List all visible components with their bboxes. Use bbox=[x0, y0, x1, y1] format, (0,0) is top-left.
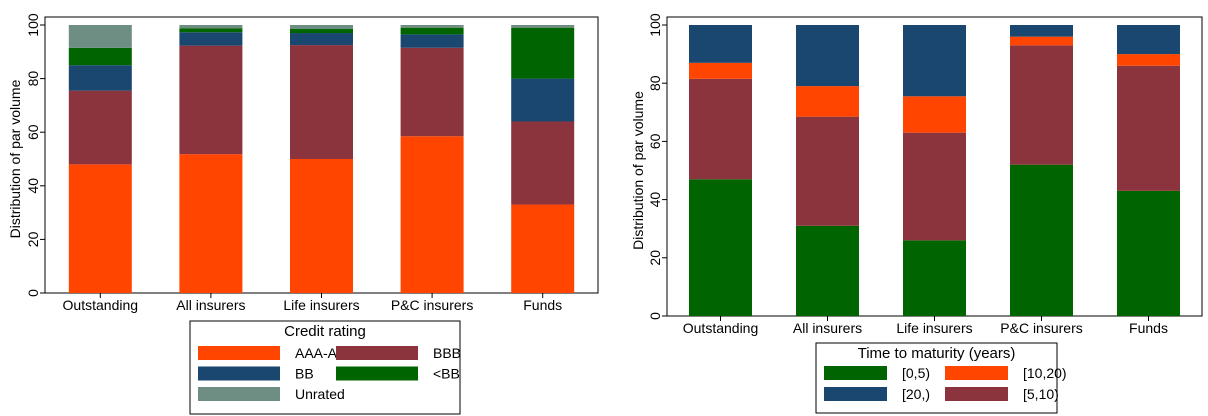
x-tick-label: Outstanding bbox=[63, 297, 139, 313]
bar-segment bbox=[179, 45, 243, 155]
legend: Time to maturity (years) [0,5) [10,20) [20,… bbox=[815, 342, 1067, 414]
bar-segment bbox=[290, 25, 353, 30]
bar-segment bbox=[689, 179, 752, 316]
y-axis-label: Distribution of par volume bbox=[7, 79, 23, 238]
bar-segment bbox=[796, 86, 859, 117]
legend-swatch bbox=[945, 387, 1008, 401]
bar-segment bbox=[1010, 164, 1073, 316]
bar-segment bbox=[903, 96, 966, 133]
legend-title: Time to maturity (years) bbox=[858, 345, 1016, 362]
legend-label: [0,5) bbox=[902, 365, 930, 381]
bar-segment bbox=[290, 159, 353, 293]
bar-segment bbox=[511, 121, 575, 205]
y-tick-label: 20 bbox=[25, 231, 41, 247]
bar-segment bbox=[68, 164, 132, 293]
bar-segment bbox=[400, 34, 464, 48]
bar-segment bbox=[511, 27, 575, 79]
y-tick-label: 0 bbox=[647, 312, 663, 320]
bar-segment bbox=[796, 225, 859, 316]
y-tick-label: 20 bbox=[647, 250, 663, 266]
legend-swatch bbox=[824, 387, 887, 401]
bar-segment bbox=[903, 240, 966, 316]
bar-segment bbox=[511, 204, 575, 293]
legend-title: Credit rating bbox=[284, 323, 366, 340]
bar-segment bbox=[1117, 65, 1180, 191]
y-tick-label: 100 bbox=[647, 13, 663, 37]
bar-segment bbox=[400, 27, 464, 35]
bar-segment bbox=[796, 25, 859, 87]
bar-segment bbox=[400, 136, 464, 293]
bar-segment bbox=[179, 32, 243, 46]
legend-label: AAA-A bbox=[295, 345, 338, 361]
bar-segment bbox=[400, 25, 464, 28]
bar-segment bbox=[1117, 190, 1180, 316]
legend-swatch bbox=[336, 366, 418, 381]
legend-label: BB bbox=[295, 366, 314, 382]
bar-segment bbox=[179, 154, 243, 293]
y-axis-label: Distribution of par volume bbox=[630, 91, 646, 250]
bar-segment bbox=[1010, 25, 1073, 37]
bar-segment bbox=[290, 45, 353, 159]
y-tick-label: 40 bbox=[25, 178, 41, 194]
chart-2: Outstanding All insurers Life insurers P&C … bbox=[630, 13, 1203, 414]
bar-segment bbox=[68, 25, 132, 48]
bar-segment bbox=[179, 28, 243, 33]
bar-segment bbox=[1010, 45, 1073, 165]
bar-segment bbox=[68, 65, 132, 91]
legend-label: [5,10) bbox=[1023, 386, 1059, 402]
y-tick-label: 60 bbox=[25, 124, 41, 140]
y-tick-label: 80 bbox=[647, 75, 663, 91]
x-tick-label: P&C insurers bbox=[391, 297, 473, 313]
y-tick-label: 100 bbox=[25, 13, 41, 37]
legend-swatch bbox=[198, 346, 280, 360]
x-tick-label: Life insurers bbox=[283, 297, 359, 313]
x-tick-label: Life insurers bbox=[896, 320, 972, 336]
bar-segment bbox=[689, 25, 752, 63]
x-tick-label: P&C insurers bbox=[1000, 320, 1082, 336]
bar-segment bbox=[903, 25, 966, 97]
bar-segment bbox=[1010, 36, 1073, 46]
legend-label: Unrated bbox=[295, 386, 345, 402]
bar-segment bbox=[1117, 54, 1180, 66]
bar-segment bbox=[1117, 25, 1180, 55]
bar-segment bbox=[689, 62, 752, 79]
legend-swatch bbox=[198, 366, 280, 381]
legend-swatch bbox=[824, 366, 887, 380]
chart-1: Outstanding All insurers Life insurers P&C … bbox=[7, 13, 599, 415]
legend-swatch bbox=[198, 387, 280, 401]
y-tick-label: 40 bbox=[647, 192, 663, 208]
legend-label: [10,20) bbox=[1023, 365, 1067, 381]
x-tick-label: Funds bbox=[1129, 320, 1168, 336]
y-tick-label: 60 bbox=[647, 133, 663, 149]
y-tick-label: 80 bbox=[25, 71, 41, 87]
legend-label: BBB bbox=[433, 345, 461, 361]
legend-swatch bbox=[336, 346, 418, 360]
bar-segment bbox=[68, 47, 132, 66]
bar-segment bbox=[68, 90, 132, 165]
bar-segment bbox=[796, 116, 859, 226]
bar-segment bbox=[179, 25, 243, 29]
x-tick-label: Outstanding bbox=[683, 320, 759, 336]
bar-segment bbox=[511, 78, 575, 122]
x-tick-label: Funds bbox=[523, 297, 562, 313]
bar-segment bbox=[290, 29, 353, 34]
legend-label: <BB bbox=[433, 366, 460, 382]
bar-segment bbox=[400, 47, 464, 137]
bar-segment bbox=[689, 78, 752, 180]
x-tick-label: All insurers bbox=[793, 320, 862, 336]
legend-label: [20,) bbox=[902, 386, 930, 402]
x-tick-label: All insurers bbox=[176, 297, 245, 313]
bar-segment bbox=[290, 33, 353, 46]
y-tick-label: 0 bbox=[25, 289, 41, 297]
bar-segment bbox=[511, 25, 575, 28]
bar-segment bbox=[903, 132, 966, 241]
legend-swatch bbox=[945, 366, 1008, 380]
